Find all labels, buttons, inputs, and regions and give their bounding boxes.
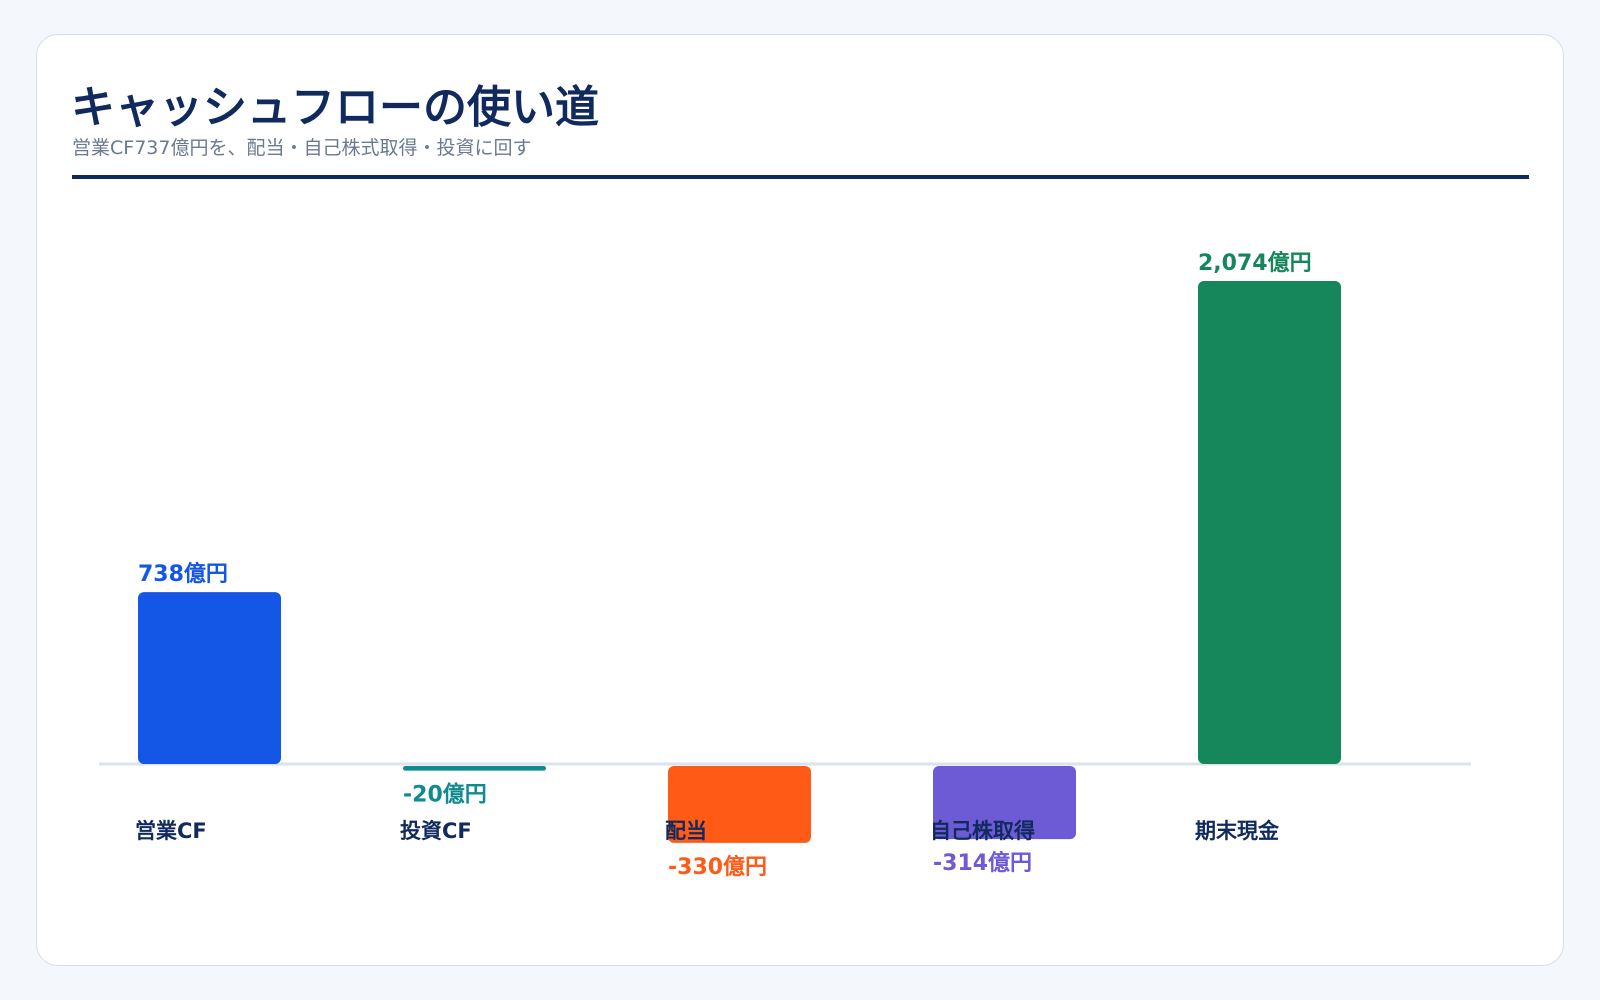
category-label-4: 期末現金 [1195, 819, 1280, 843]
bar-3 [933, 766, 1076, 840]
title-divider [72, 175, 1529, 179]
bar-4 [1198, 281, 1341, 764]
value-label-0: 738億円 [138, 561, 228, 587]
value-label-4: 2,074億円 [1198, 250, 1312, 276]
category-label-2: 配当 [665, 819, 707, 843]
bar-2 [668, 766, 811, 843]
bar-0 [138, 592, 281, 764]
page-subtitle: 営業CF737億円を、配当・自己株式取得・投資に回す [72, 137, 532, 159]
value-label-3: -314億円 [933, 850, 1032, 876]
chart-card: キャッシュフローの使い道 営業CF737億円を、配当・自己株式取得・投資に回す … [36, 34, 1564, 966]
value-label-1: -20億円 [403, 782, 487, 808]
page-title: キャッシュフローの使い道 [71, 82, 599, 133]
category-label-3: 自己株取得 [930, 819, 1035, 843]
category-label-1: 投資CF [400, 819, 472, 843]
bar-1 [403, 766, 546, 771]
category-label-0: 営業CF [135, 819, 207, 843]
value-label-2: -330億円 [668, 854, 767, 880]
